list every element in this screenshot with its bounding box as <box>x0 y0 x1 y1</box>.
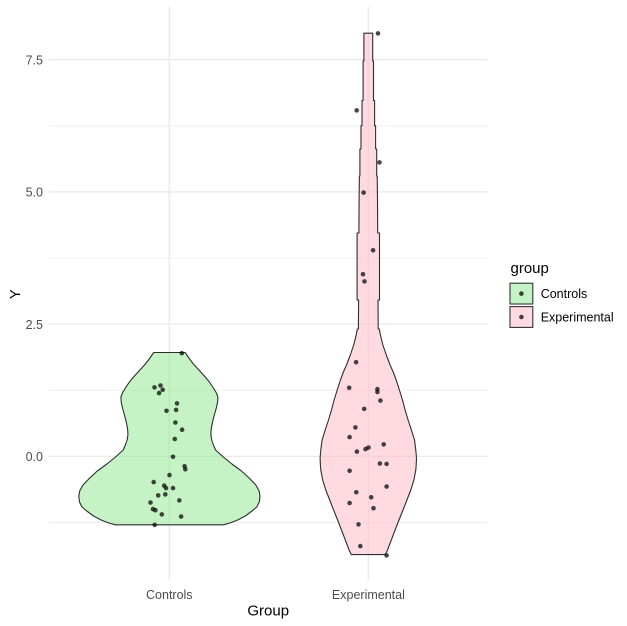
svg-text:group: group <box>511 260 549 277</box>
svg-text:Y: Y <box>7 289 24 299</box>
svg-text:7.5: 7.5 <box>26 53 43 67</box>
svg-text:Controls: Controls <box>146 588 193 602</box>
svg-text:5.0: 5.0 <box>26 186 43 200</box>
svg-text:2.5: 2.5 <box>26 318 43 332</box>
svg-text:Experimental: Experimental <box>332 588 405 602</box>
svg-text:Group: Group <box>247 603 289 620</box>
svg-text:Controls: Controls <box>541 287 588 301</box>
svg-text:Experimental: Experimental <box>541 310 614 324</box>
svg-text:0.0: 0.0 <box>26 450 43 464</box>
